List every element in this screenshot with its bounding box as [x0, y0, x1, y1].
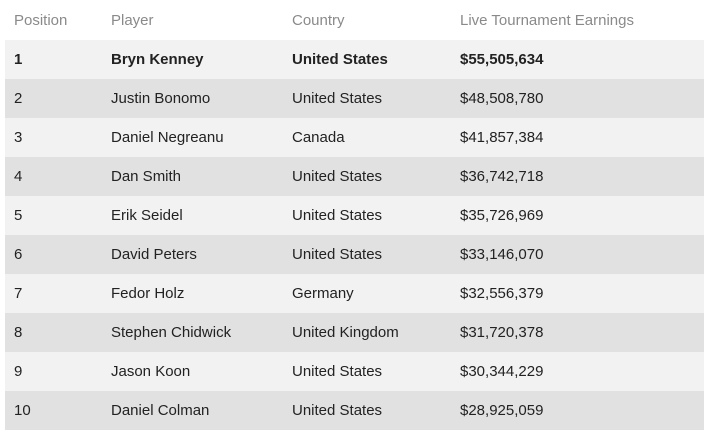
table-row: 7 Fedor Holz Germany $32,556,379	[5, 274, 704, 313]
cell-earnings: $33,146,070	[451, 235, 704, 274]
table-row: 5 Erik Seidel United States $35,726,969	[5, 196, 704, 235]
earnings-table-container: Position Player Country Live Tournament …	[5, 0, 704, 430]
cell-position: 3	[5, 118, 102, 157]
cell-earnings: $35,726,969	[451, 196, 704, 235]
table-row: 1 Bryn Kenney United States $55,505,634	[5, 40, 704, 79]
cell-player: Daniel Colman	[102, 391, 283, 430]
header-row: Position Player Country Live Tournament …	[5, 0, 704, 40]
cell-country: Canada	[283, 118, 451, 157]
table-header: Position Player Country Live Tournament …	[5, 0, 704, 40]
table-row: 2 Justin Bonomo United States $48,508,78…	[5, 79, 704, 118]
cell-earnings: $32,556,379	[451, 274, 704, 313]
table-body: 1 Bryn Kenney United States $55,505,634 …	[5, 40, 704, 430]
cell-player: Bryn Kenney	[102, 40, 283, 79]
cell-position: 5	[5, 196, 102, 235]
cell-player: Justin Bonomo	[102, 79, 283, 118]
cell-country: United Kingdom	[283, 313, 451, 352]
table-row: 6 David Peters United States $33,146,070	[5, 235, 704, 274]
cell-position: 4	[5, 157, 102, 196]
cell-country: United States	[283, 157, 451, 196]
table-row: 10 Daniel Colman United States $28,925,0…	[5, 391, 704, 430]
table-row: 9 Jason Koon United States $30,344,229	[5, 352, 704, 391]
table-row: 8 Stephen Chidwick United Kingdom $31,72…	[5, 313, 704, 352]
cell-player: Fedor Holz	[102, 274, 283, 313]
cell-country: United States	[283, 391, 451, 430]
cell-country: Germany	[283, 274, 451, 313]
header-player: Player	[111, 11, 154, 29]
cell-player: Stephen Chidwick	[102, 313, 283, 352]
header-earnings: Live Tournament Earnings	[460, 11, 634, 29]
cell-player: Jason Koon	[102, 352, 283, 391]
cell-earnings: $31,720,378	[451, 313, 704, 352]
cell-position: 6	[5, 235, 102, 274]
cell-country: United States	[283, 352, 451, 391]
cell-country: United States	[283, 40, 451, 79]
cell-earnings: $30,344,229	[451, 352, 704, 391]
table-row: 3 Daniel Negreanu Canada $41,857,384	[5, 118, 704, 157]
cell-position: 2	[5, 79, 102, 118]
cell-position: 1	[5, 40, 102, 79]
cell-player: Daniel Negreanu	[102, 118, 283, 157]
cell-position: 9	[5, 352, 102, 391]
cell-position: 10	[5, 391, 102, 430]
cell-position: 8	[5, 313, 102, 352]
cell-player: Erik Seidel	[102, 196, 283, 235]
cell-earnings: $28,925,059	[451, 391, 704, 430]
cell-country: United States	[283, 79, 451, 118]
cell-player: David Peters	[102, 235, 283, 274]
cell-earnings: $48,508,780	[451, 79, 704, 118]
cell-country: United States	[283, 235, 451, 274]
cell-earnings: $36,742,718	[451, 157, 704, 196]
header-country: Country	[292, 11, 345, 29]
table-row: 4 Dan Smith United States $36,742,718	[5, 157, 704, 196]
earnings-table: Position Player Country Live Tournament …	[5, 0, 704, 430]
cell-country: United States	[283, 196, 451, 235]
cell-earnings: $55,505,634	[451, 40, 704, 79]
header-position: Position	[14, 11, 68, 29]
cell-earnings: $41,857,384	[451, 118, 704, 157]
cell-position: 7	[5, 274, 102, 313]
cell-player: Dan Smith	[102, 157, 283, 196]
